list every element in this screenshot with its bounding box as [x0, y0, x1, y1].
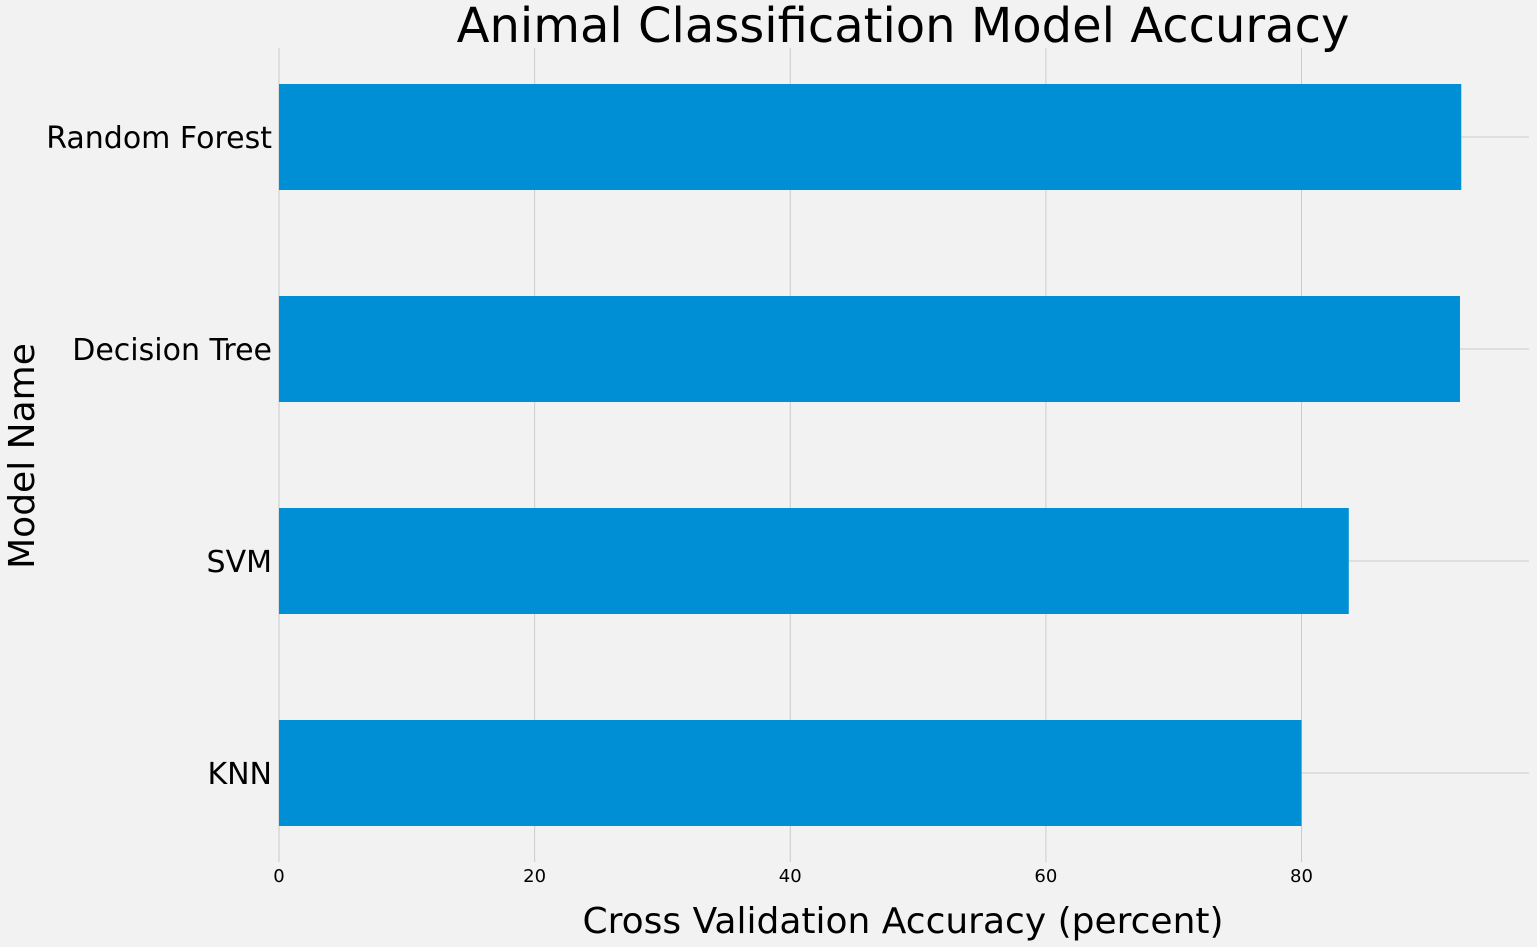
- bar-random-forest: [279, 84, 1462, 190]
- bar-svm: [279, 508, 1349, 614]
- x-tick-label: 80: [1290, 866, 1313, 887]
- bar-layer: [279, 84, 1462, 826]
- bar-knn: [279, 720, 1302, 826]
- y-tick-label: SVM: [207, 545, 272, 580]
- x-tick-label: 40: [779, 866, 802, 887]
- x-tick-label: 20: [523, 866, 546, 887]
- y-tick-label: KNN: [207, 757, 272, 792]
- x-tick-labels: 0 20 40 60 80: [273, 866, 1313, 887]
- x-axis-title: Cross Validation Accuracy (percent): [582, 901, 1223, 942]
- bar-decision-tree: [279, 296, 1460, 402]
- y-tick-label: Random Forest: [46, 121, 272, 156]
- x-tick-label: 60: [1034, 866, 1057, 887]
- y-tick-labels: KNN SVM Decision Tree Random Forest: [46, 121, 272, 792]
- chart-title: Animal Classification Model Accuracy: [457, 0, 1350, 54]
- y-axis-title: Model Name: [2, 343, 43, 569]
- y-tick-label: Decision Tree: [72, 333, 272, 368]
- x-tick-label: 0: [273, 866, 284, 887]
